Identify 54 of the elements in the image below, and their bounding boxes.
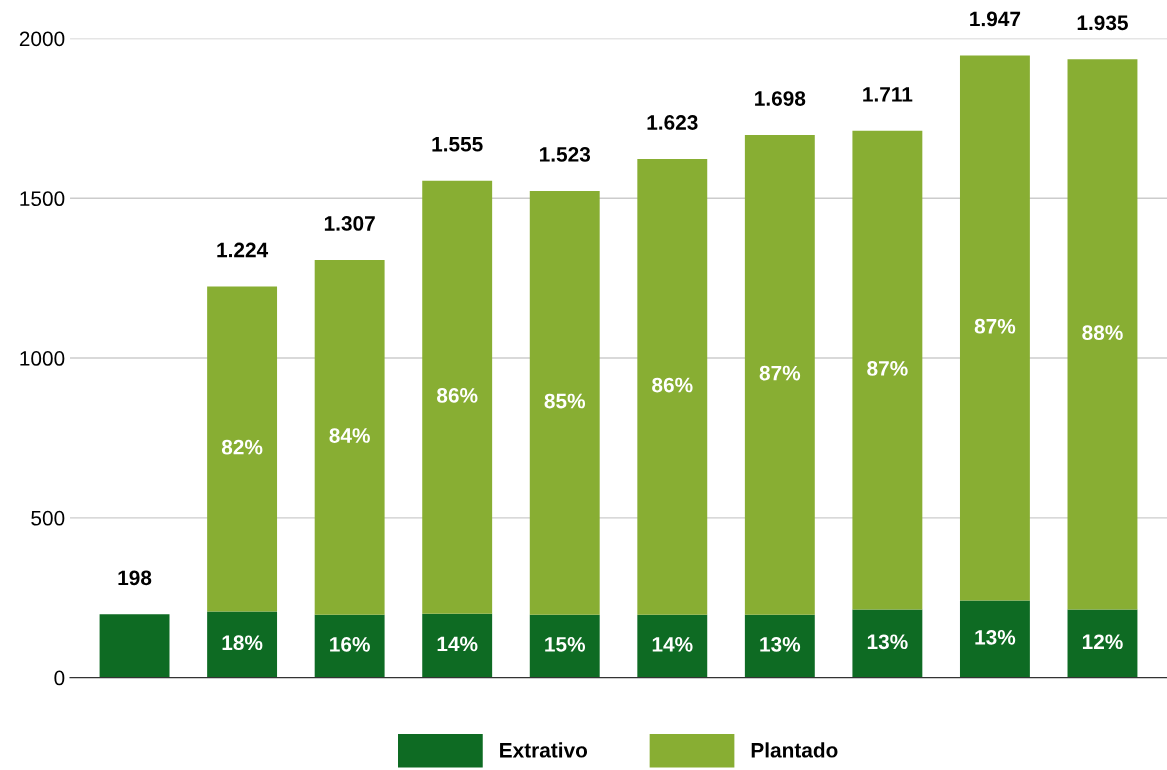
y-tick-label: 500 — [31, 510, 65, 526]
y-tick-label: 1000 — [20, 351, 65, 366]
bar — [422, 180, 493, 614]
annotation: 82% — [221, 439, 263, 455]
bar — [99, 614, 170, 678]
annotation: 13% — [867, 634, 908, 650]
bar — [744, 135, 815, 615]
total-label: 1.623 — [647, 115, 698, 130]
y-tick-label: 2000 — [19, 31, 65, 47]
bar — [959, 55, 1030, 601]
total-label: 1.711 — [863, 87, 913, 102]
bar — [959, 600, 1030, 678]
annotation: 12% — [1082, 634, 1123, 650]
bar — [207, 286, 278, 612]
bar — [529, 190, 600, 615]
total-label: 198 — [118, 570, 152, 586]
total-label: 1.947 — [970, 11, 1021, 27]
bar — [314, 259, 385, 615]
y-tick-label: 0 — [54, 670, 65, 686]
bar — [422, 613, 493, 678]
bar — [852, 609, 923, 678]
total-label: 1.935 — [1077, 15, 1128, 31]
bar — [637, 614, 708, 678]
bar — [207, 611, 278, 678]
legend-label: Plantado — [751, 742, 838, 758]
annotation: 85% — [544, 393, 586, 409]
annotation: 87% — [867, 361, 908, 376]
bar — [637, 158, 708, 615]
annotation: 14% — [652, 637, 693, 652]
total-label: 1.224 — [217, 242, 269, 258]
annotation: 13% — [975, 629, 1016, 645]
bar — [852, 130, 923, 610]
annotation: 84% — [329, 428, 370, 443]
annotation: 88% — [1082, 325, 1123, 340]
annotation: 18% — [222, 635, 263, 651]
total-label: 1.307 — [324, 216, 375, 231]
bar — [1067, 609, 1138, 678]
annotation: 86% — [652, 377, 693, 393]
y-tick-label: 1500 — [20, 191, 65, 207]
total-label: 1.555 — [432, 137, 483, 152]
annotation: 14% — [437, 636, 478, 652]
annotation: 87% — [974, 318, 1016, 334]
total-label: 1.523 — [539, 147, 591, 162]
annotation: 86% — [437, 388, 478, 403]
annotation: 87% — [759, 365, 801, 381]
legend-label: Extrativo — [500, 742, 588, 758]
total-label: 1.698 — [755, 91, 806, 106]
bar — [1067, 59, 1138, 610]
bar — [314, 614, 385, 678]
bar — [744, 614, 815, 678]
annotation: 16% — [330, 636, 370, 652]
annotation: 13% — [760, 636, 801, 652]
bar — [529, 614, 600, 678]
annotation: 15% — [545, 637, 586, 652]
